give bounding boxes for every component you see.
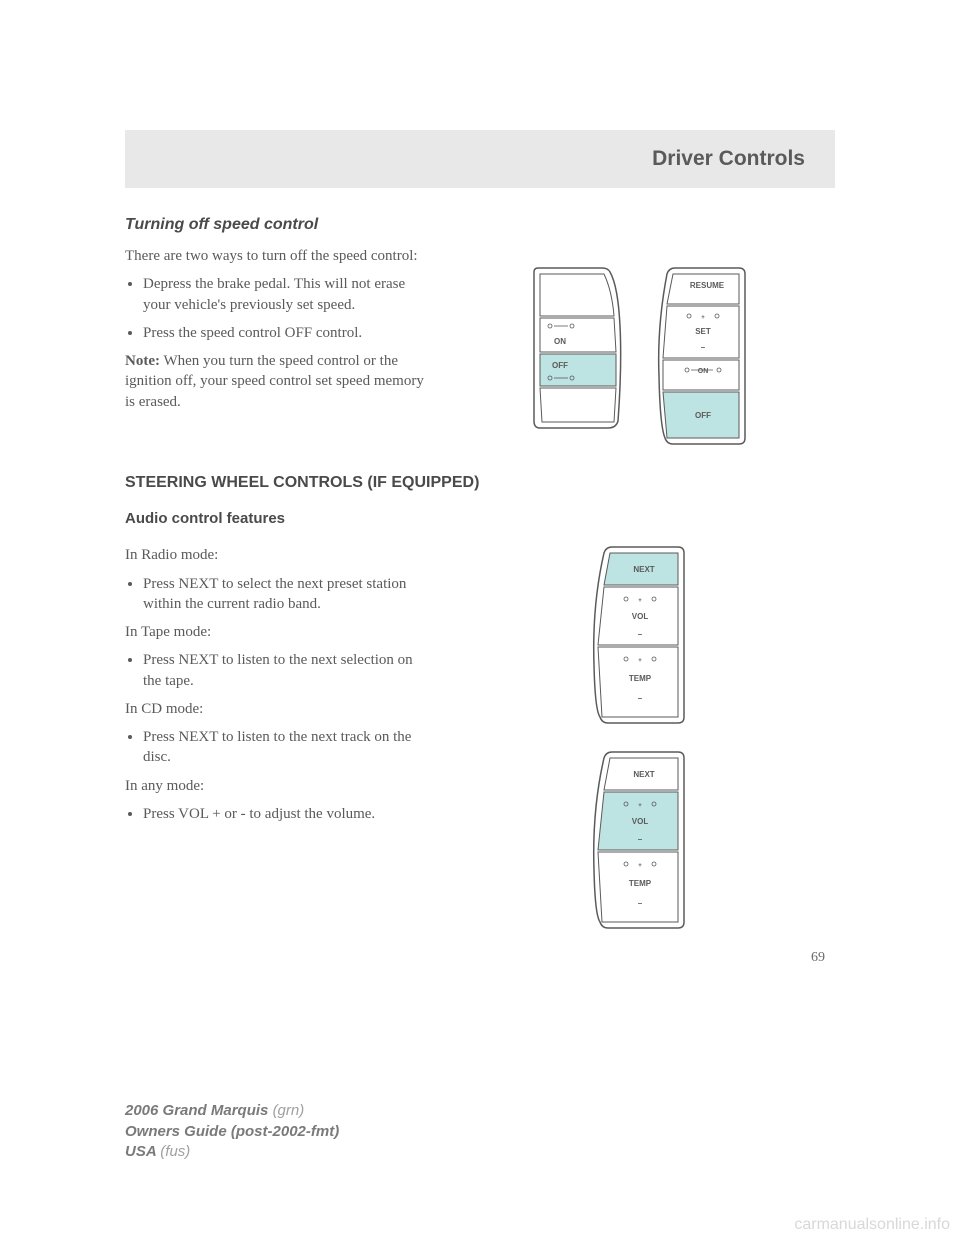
off-label: OFF <box>552 361 568 370</box>
speed-right-panel: RESUME + SET – ON OFF <box>655 266 750 446</box>
next-label-2: NEXT <box>633 770 654 779</box>
footer: 2006 Grand Marquis (grn) Owners Guide (p… <box>125 1101 339 1162</box>
note-text: When you turn the speed control or the i… <box>125 353 424 410</box>
temp-label-1: TEMP <box>629 674 652 683</box>
sec1-heading: Turning off speed control <box>125 216 835 234</box>
audio-panel-next: NEXT + VOL – + TEMP – <box>590 545 690 725</box>
sec1-bullet-1: Depress the brake pedal. This will not e… <box>143 274 425 315</box>
next-label-1: NEXT <box>633 565 654 574</box>
svg-text:–: – <box>638 899 643 908</box>
sec1-bullet-2: Press the speed control OFF control. <box>143 323 425 343</box>
vol-label-2: VOL <box>632 817 649 826</box>
set-label: SET <box>695 327 711 336</box>
minus-icon: – <box>701 343 706 352</box>
tape-label: In Tape mode: <box>125 622 425 642</box>
footer-region: USA <box>125 1143 160 1160</box>
sec1-intro: There are two ways to turn off the speed… <box>125 246 835 266</box>
sec1-note: Note: When you turn the speed control or… <box>125 351 425 412</box>
cd-label: In CD mode: <box>125 699 425 719</box>
any-bullet: Press VOL + or - to adjust the volume. <box>143 804 425 824</box>
temp-label-2: TEMP <box>629 879 652 888</box>
page-number: 69 <box>125 950 825 966</box>
speed-control-diagram: ON OFF RESUME + SET <box>445 266 835 446</box>
page-header-title: Driver Controls <box>652 147 805 171</box>
svg-text:–: – <box>638 835 643 844</box>
radio-label: In Radio mode: <box>125 545 425 565</box>
resume-label: RESUME <box>690 281 725 290</box>
sec2-sub: Audio control features <box>125 510 835 527</box>
tape-bullet: Press NEXT to listen to the next selecti… <box>143 650 425 691</box>
footer-guide: Owners Guide (post-2002-fmt) <box>125 1123 339 1140</box>
svg-text:–: – <box>638 630 643 639</box>
off-label-2: OFF <box>695 411 711 420</box>
radio-bullet: Press NEXT to select the next preset sta… <box>143 574 425 615</box>
footer-model: 2006 Grand Marquis <box>125 1102 273 1119</box>
svg-text:+: + <box>638 803 642 809</box>
plus-icon: + <box>701 315 705 321</box>
cd-bullet: Press NEXT to listen to the next track o… <box>143 727 425 768</box>
audio-panel-vol: NEXT + VOL – + TEMP – <box>590 750 690 930</box>
svg-text:+: + <box>638 863 642 869</box>
svg-text:+: + <box>638 598 642 604</box>
footer-code2: (fus) <box>160 1143 190 1160</box>
vol-label-1: VOL <box>632 612 649 621</box>
any-label: In any mode: <box>125 776 425 796</box>
svg-text:–: – <box>638 694 643 703</box>
header-bar: Driver Controls <box>125 130 835 188</box>
svg-text:+: + <box>638 658 642 664</box>
speed-left-panel: ON OFF <box>530 266 625 431</box>
on-label: ON <box>554 337 566 346</box>
footer-code1: (grn) <box>273 1102 305 1119</box>
watermark: carmanualsonline.info <box>794 1216 950 1234</box>
sec2-heading: STEERING WHEEL CONTROLS (IF EQUIPPED) <box>125 474 835 492</box>
note-label: Note: <box>125 353 160 369</box>
on-label-2: ON <box>698 368 709 375</box>
